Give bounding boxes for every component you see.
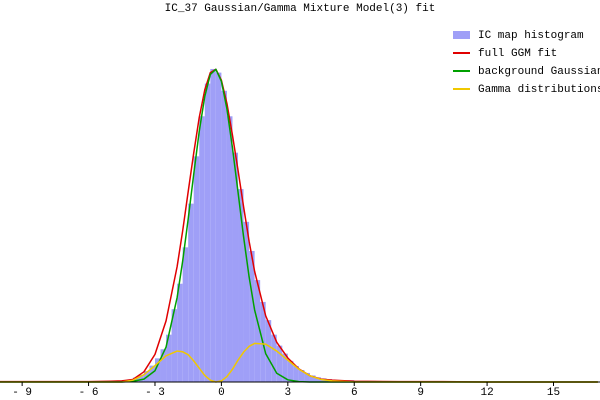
- legend-label: full GGM fit: [478, 48, 557, 60]
- histogram-bar: [226, 116, 233, 382]
- histogram-bar: [304, 372, 310, 382]
- histogram-bar: [171, 309, 178, 382]
- fit-line: [0, 342, 598, 383]
- histogram-bar: [232, 152, 239, 382]
- x-tick-label: 9: [417, 387, 424, 399]
- histogram-bar: [215, 72, 222, 382]
- histogram-bar: [204, 83, 211, 383]
- histogram-bar: [298, 369, 305, 382]
- histogram-bar: [271, 334, 277, 382]
- histogram-bar: [265, 320, 272, 382]
- x-tick-label: 6: [351, 387, 358, 399]
- histogram-bar: [177, 283, 183, 382]
- histogram-bar: [188, 203, 194, 382]
- x-tick-label: - 9: [12, 387, 32, 399]
- legend-label: IC map histogram: [478, 30, 584, 42]
- x-tick-label: - 3: [145, 387, 165, 399]
- histogram-bar: [249, 250, 255, 382]
- x-tick-label: 15: [547, 387, 560, 399]
- histogram-bar: [160, 349, 167, 382]
- histogram-bar: [315, 377, 322, 382]
- histogram-bar: [132, 377, 139, 382]
- x-tick-label: - 6: [79, 387, 99, 399]
- histogram-bar: [238, 189, 244, 382]
- histogram-bar: [154, 358, 161, 382]
- legend-label: Gamma distributions: [478, 84, 600, 96]
- histogram-bar: [182, 247, 189, 382]
- histogram-bar: [210, 68, 216, 383]
- histogram-bar: [138, 374, 144, 382]
- histogram-bar: [254, 280, 261, 382]
- histogram-bar: [221, 90, 227, 383]
- x-tick-label: 3: [285, 387, 292, 399]
- legend-label: background Gaussian: [478, 66, 600, 78]
- histogram-bar: [276, 345, 283, 382]
- histogram-bar: [287, 360, 294, 382]
- x-tick-label: 0: [218, 387, 225, 399]
- x-tick-label: 12: [480, 387, 493, 399]
- histogram-bar: [282, 353, 288, 382]
- legend-swatch: [453, 31, 470, 39]
- chart-title: IC_37 Gaussian/Gamma Mixture Model(3) fi…: [165, 3, 436, 15]
- histogram-bar: [309, 375, 316, 382]
- histogram-bar: [243, 221, 250, 382]
- histogram-bar: [149, 365, 155, 382]
- histogram-bar: [166, 334, 172, 382]
- histogram-bar: [199, 116, 205, 382]
- histogram-bar: [193, 156, 200, 382]
- histogram-bar: [293, 365, 299, 382]
